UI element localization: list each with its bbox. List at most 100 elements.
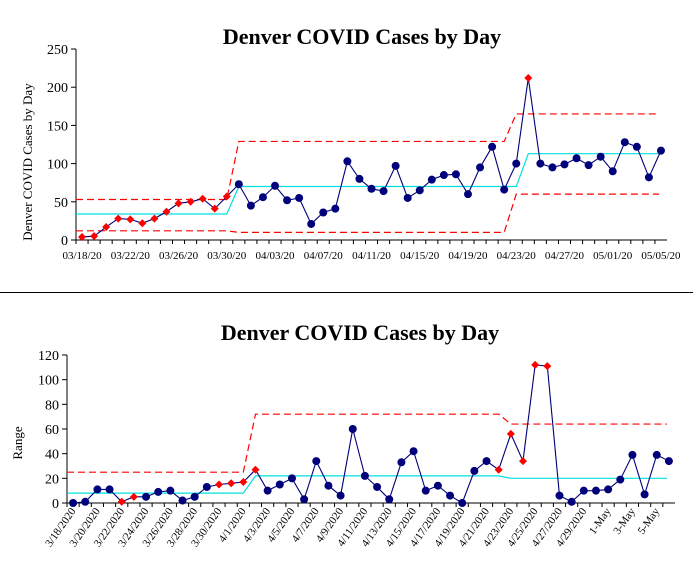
x-tick-label: 04/19/20: [448, 250, 488, 262]
data-point-flagged: [78, 232, 87, 241]
y-axis-label: Range: [10, 426, 25, 459]
data-point: [307, 219, 316, 228]
data-point: [263, 486, 272, 495]
x-tick-label: 1-May: [587, 505, 614, 536]
y-tick-label: 120: [38, 349, 59, 364]
y-tick-label: 200: [47, 81, 68, 96]
data-point: [105, 485, 114, 494]
data-point: [482, 457, 491, 466]
data-point: [246, 201, 255, 210]
x-tick-label: 3-May: [611, 505, 638, 536]
data-point-flagged: [114, 214, 123, 223]
data-point-flagged: [126, 215, 135, 224]
data-point: [348, 425, 357, 433]
data-point-flagged: [198, 194, 207, 203]
x-tick-label: 05/01/20: [593, 250, 633, 262]
data-point: [470, 466, 479, 475]
chart-title: Denver COVID Cases by Day: [221, 320, 499, 345]
chart-range: Denver COVID Cases by Day Range 0 20 40 60 8…: [10, 320, 675, 549]
data-point: [427, 175, 436, 184]
data-point: [548, 163, 557, 172]
data-point: [190, 492, 199, 501]
y-tick-label: 50: [54, 196, 68, 211]
x-tick-label: 05/05/20: [641, 250, 681, 262]
data-point: [178, 496, 187, 505]
y-tick-label: 20: [45, 472, 59, 487]
data-point-flagged: [222, 192, 231, 201]
data-point: [476, 163, 485, 172]
center-line: [67, 475, 667, 494]
data-point: [202, 482, 211, 491]
data-point-flagged: [524, 74, 533, 83]
data-point: [324, 481, 333, 490]
data-point: [591, 486, 600, 495]
y-tick-label: 100: [38, 374, 59, 389]
data-point-flagged: [210, 204, 219, 213]
data-point: [295, 193, 304, 202]
data-point-flagged: [174, 199, 183, 208]
data-point: [620, 138, 629, 147]
data-point: [355, 174, 364, 183]
data-point: [579, 486, 588, 495]
data-point-flagged: [138, 219, 147, 228]
x-tick-label: 04/15/20: [400, 250, 440, 262]
data-point: [69, 499, 78, 507]
y-tick-label: 250: [47, 43, 68, 58]
data-point: [331, 204, 340, 213]
x-tick-label: 04/27/20: [545, 250, 585, 262]
data-point-flagged: [239, 478, 248, 487]
data-point: [258, 193, 267, 202]
x-tick-label: 04/23/20: [497, 250, 537, 262]
data-point: [319, 208, 328, 217]
data-point: [608, 167, 617, 176]
x-tick-label: 04/03/20: [255, 250, 295, 262]
x-tick-label: 03/26/20: [159, 250, 199, 262]
data-point-flagged: [543, 362, 552, 371]
data-point: [81, 497, 90, 506]
data-point-flagged: [102, 223, 111, 232]
data-point: [166, 486, 175, 495]
data-point-flagged: [150, 214, 159, 223]
chart-panel-daily-cases: Denver COVID Cases by Day Denver COVID C…: [0, 24, 693, 293]
data-point: [397, 458, 406, 467]
data-point-flagged: [531, 360, 540, 369]
data-point: [391, 161, 400, 170]
data-point: [555, 491, 564, 500]
data-point-flagged: [215, 480, 223, 489]
data-point-flagged: [186, 197, 195, 206]
data-point: [488, 142, 497, 151]
data-point-flagged: [90, 232, 99, 241]
data-point: [142, 492, 151, 501]
data-point: [628, 450, 637, 459]
data-point: [656, 146, 665, 155]
data-point-flagged: [129, 492, 138, 501]
data-point-flagged: [519, 457, 527, 466]
y-axis-label: Denver COVID Cases by Day: [20, 83, 35, 241]
data-point: [463, 190, 472, 199]
data-point: [312, 457, 321, 466]
data-point: [300, 495, 309, 504]
chart-panel-range: Denver COVID Cases by Day Range 0 20 40 60 8…: [0, 293, 693, 581]
data-point-flagged: [227, 479, 236, 488]
data-point-flagged: [117, 497, 126, 506]
data-point: [596, 152, 605, 161]
data-point: [439, 171, 448, 180]
data-point: [343, 157, 352, 166]
data-point: [415, 186, 424, 195]
data-point: [584, 161, 593, 170]
data-point-flagged: [162, 207, 171, 216]
data-point: [512, 159, 521, 168]
data-point: [451, 170, 460, 179]
data-point: [572, 154, 581, 163]
data-point: [616, 475, 625, 484]
y-tick-label: 40: [45, 448, 59, 463]
data-point: [433, 481, 442, 490]
data-point: [283, 196, 292, 205]
data-point: [403, 193, 412, 202]
data-point: [446, 491, 455, 500]
data-point-flagged: [506, 429, 515, 438]
upper-control-limit: [67, 413, 667, 473]
x-tick-label: 03/18/20: [62, 250, 102, 262]
lower-control-limit: [76, 193, 659, 233]
y-tick-label: 0: [52, 497, 59, 512]
